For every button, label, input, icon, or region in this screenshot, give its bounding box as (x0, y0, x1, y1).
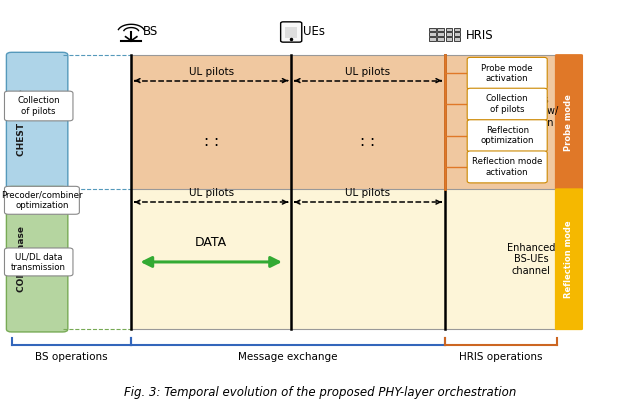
Bar (445, 28, 452, 31)
Bar (429, 32, 435, 36)
Text: UL pilots: UL pilots (346, 66, 390, 77)
Bar (429, 28, 435, 31)
FancyBboxPatch shape (280, 22, 302, 42)
Text: HRIS: HRIS (466, 29, 493, 42)
FancyBboxPatch shape (6, 52, 68, 192)
Text: BS: BS (143, 25, 158, 38)
Text: Collection
of pilots: Collection of pilots (17, 96, 60, 116)
Text: UL/DL data
transmission: UL/DL data transmission (12, 252, 66, 272)
Text: UL pilots: UL pilots (346, 188, 390, 198)
Bar (131, 189, 557, 329)
Text: HRIS operations: HRIS operations (459, 352, 543, 362)
FancyBboxPatch shape (555, 54, 583, 191)
Bar (454, 28, 461, 31)
Bar (285, 27, 298, 38)
FancyBboxPatch shape (467, 57, 547, 89)
Text: Reflection mode: Reflection mode (564, 220, 573, 298)
Bar (454, 37, 461, 41)
Text: Precoder/combiner
optimization: Precoder/combiner optimization (1, 191, 83, 210)
FancyBboxPatch shape (467, 120, 547, 152)
Text: BS-UEs
channel w/
distortion: BS-UEs channel w/ distortion (504, 95, 558, 128)
FancyBboxPatch shape (4, 248, 73, 276)
Bar (131, 55, 557, 189)
Text: Message exchange: Message exchange (238, 352, 338, 362)
Text: DATA: DATA (195, 235, 227, 249)
Text: UL pilots: UL pilots (189, 188, 234, 198)
Bar (131, 55, 557, 329)
Text: Reflection mode
activation: Reflection mode activation (472, 157, 542, 177)
Bar (454, 32, 461, 36)
Text: CHEST phase: CHEST phase (17, 89, 26, 156)
Text: Enhanced
BS-UEs
channel: Enhanced BS-UEs channel (507, 243, 556, 276)
Text: : :: : : (360, 134, 376, 149)
Text: BS operations: BS operations (35, 352, 108, 362)
Text: Probe mode: Probe mode (564, 94, 573, 151)
Bar (445, 37, 452, 41)
Text: Probe mode
activation: Probe mode activation (481, 64, 533, 83)
FancyBboxPatch shape (6, 187, 68, 332)
Bar (429, 37, 435, 41)
Text: Reflection
optimization: Reflection optimization (481, 126, 534, 145)
FancyBboxPatch shape (4, 91, 73, 121)
Bar (438, 37, 444, 41)
Text: Fig. 3: Temporal evolution of the proposed PHY-layer orchestration: Fig. 3: Temporal evolution of the propos… (124, 386, 516, 399)
Bar (445, 32, 452, 36)
FancyBboxPatch shape (467, 88, 547, 120)
Text: COMM phase: COMM phase (17, 226, 26, 292)
FancyBboxPatch shape (4, 186, 79, 214)
Bar (438, 28, 444, 31)
Text: Collection
of pilots: Collection of pilots (486, 94, 529, 114)
Text: UEs: UEs (303, 25, 324, 38)
FancyBboxPatch shape (555, 188, 583, 330)
Text: : :: : : (204, 134, 219, 149)
FancyBboxPatch shape (467, 151, 547, 183)
Bar (438, 32, 444, 36)
Text: UL pilots: UL pilots (189, 66, 234, 77)
